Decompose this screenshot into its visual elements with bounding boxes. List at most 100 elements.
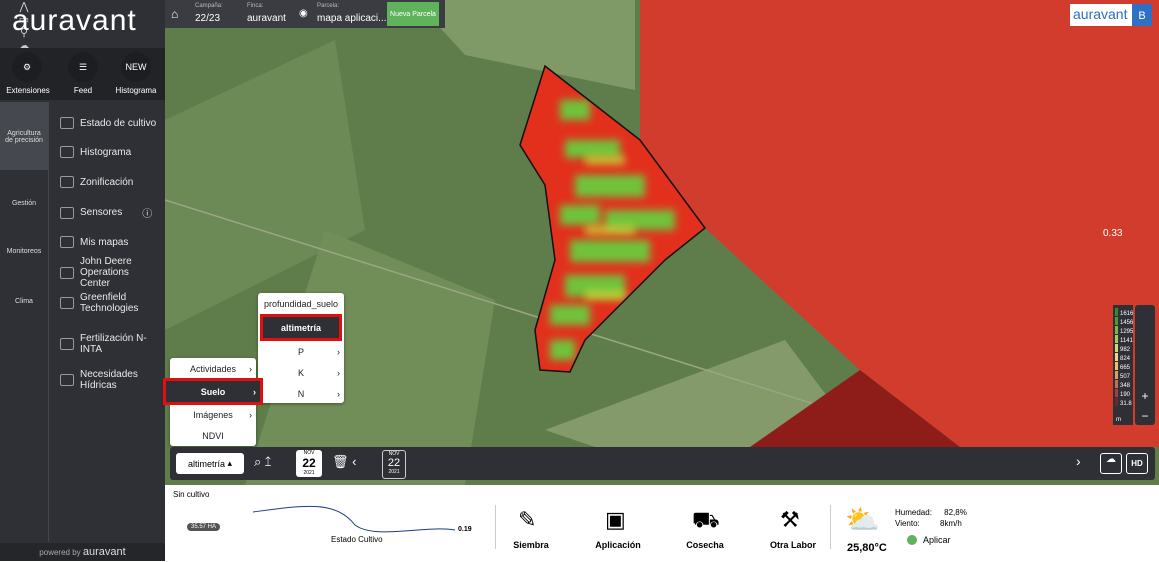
app-label[interactable]: Histograma [115, 86, 157, 95]
map-tools[interactable] [1135, 305, 1155, 425]
menu-label: Histograma [80, 146, 132, 158]
action-icon[interactable]: ✎ [518, 507, 537, 532]
action-icon[interactable]: ⚒ [780, 507, 800, 532]
menu-icon [60, 297, 74, 309]
campaign[interactable]: 22/23 [195, 13, 221, 24]
nav-item[interactable]: Agricultura de precisión [5, 130, 43, 144]
menu-icon [60, 176, 74, 188]
year: 2021 [388, 469, 400, 475]
layer-item[interactable]: Suelo › [163, 378, 263, 405]
month: NOV [388, 451, 400, 457]
date-selected[interactable]: NOV 22 2021 [296, 450, 322, 477]
legend-value: 31.8 [1120, 401, 1132, 407]
zoom-out[interactable]: − [1141, 409, 1148, 423]
extensions-icon[interactable]: ⚙ [12, 52, 42, 82]
menu-item[interactable]: Mis mapas [60, 236, 160, 248]
next[interactable]: › [1076, 453, 1081, 469]
nav-item[interactable]: Gestión [11, 200, 37, 207]
action-label[interactable]: Siembra [513, 540, 549, 550]
hd-button[interactable]: HD [1126, 453, 1148, 474]
submenu-item[interactable]: P › [297, 346, 340, 357]
nav-icon[interactable]: ▭ [18, 14, 30, 26]
eye-icon[interactable]: ◉ [299, 8, 308, 19]
divider [48, 102, 49, 542]
legend-value: 1295 [1120, 329, 1134, 335]
menu-item[interactable]: Sensores ⓘ [60, 205, 160, 220]
submenu-item[interactable]: profundidad_suelo [263, 298, 339, 309]
app-label[interactable]: Feed [73, 86, 93, 95]
new-plot-button[interactable]: Nueva Parcela [387, 2, 439, 26]
area: 35.57 HA [187, 523, 221, 531]
legend-swatch [1115, 335, 1118, 343]
apply-label: Aplicar [923, 535, 951, 545]
action-icon[interactable]: ▣ [605, 507, 626, 532]
action-label[interactable]: Otra Labor [769, 540, 816, 550]
menu-item[interactable]: John Deere Operations Center [60, 256, 160, 289]
month: NOV [303, 450, 315, 456]
zoom-in[interactable]: + [1141, 389, 1148, 403]
menu-icon [60, 206, 74, 219]
legend-value: 190 [1120, 392, 1131, 398]
layer-menu: Actividades › Suelo › Imágenes › NDVI [163, 358, 263, 446]
layer-label: Imágenes [193, 409, 233, 420]
search-upload[interactable]: ⌕ ↥ [254, 454, 272, 469]
submenu-item[interactable]: altimetría [260, 314, 342, 341]
delete-prev[interactable]: 🗑 ‹ [332, 454, 357, 469]
nav-icon[interactable]: ⋀ [19, 1, 29, 13]
apply-button[interactable]: Aplicar [907, 535, 951, 545]
toolbar: altimetría ▴ ⌕ ↥ NOV 22 2021 🗑 ‹ NOV 22 … [170, 447, 1155, 480]
action-label[interactable]: Cosecha [686, 540, 724, 550]
legend-value: 1141 [1120, 338, 1134, 344]
layer-item[interactable]: NDVI [170, 425, 256, 446]
map[interactable]: 0.33 auravant B 1616 1456 1295 1141 982 824 66… [165, 0, 1159, 485]
road [165, 199, 866, 421]
info-icon[interactable]: ⓘ [142, 209, 153, 220]
layer-select[interactable]: altimetría ▴ [176, 453, 244, 474]
submenu-item[interactable]: N › [297, 388, 340, 399]
new-badge[interactable]: NEW [121, 52, 151, 82]
user-initial[interactable]: B [1138, 10, 1145, 22]
action-icon[interactable]: ⛟ [692, 507, 720, 532]
legend-swatch [1115, 380, 1118, 388]
layer-item[interactable]: Actividades › [170, 358, 256, 379]
label: Humedad: [895, 508, 932, 517]
farm[interactable]: auravant [247, 13, 286, 24]
field-border[interactable] [519, 64, 707, 373]
layer-item[interactable]: Imágenes › [170, 404, 256, 425]
arrow: › [253, 386, 256, 397]
menu-item[interactable]: Fertilización N-INTA [60, 333, 160, 355]
menu-icon [60, 266, 74, 279]
menu-item[interactable]: Estado de cultivo [60, 117, 160, 129]
menu-icon [60, 236, 74, 248]
date-option[interactable]: NOV 22 2021 [382, 450, 406, 479]
cloud-toggle[interactable]: ☁ [1100, 453, 1122, 474]
legend-value: 1456 [1120, 320, 1134, 326]
legend: 1616 1456 1295 1141 982 824 665 507 348 190 31.8 m [1113, 305, 1134, 425]
legend-value: 507 [1120, 374, 1131, 380]
nav-icon[interactable]: ⚲ [19, 27, 29, 39]
menu-item[interactable]: Greenfield Technologies [60, 292, 160, 314]
submenu-item[interactable]: K › [297, 367, 340, 378]
home-icon[interactable]: ⌂ [171, 7, 179, 21]
action-label[interactable]: Aplicación [595, 540, 641, 550]
footer-brand: auravant [82, 546, 126, 558]
plot[interactable]: mapa aplicaci... [317, 13, 387, 24]
nav-icon[interactable]: ☁ [18, 40, 30, 52]
brand-logo[interactable]: auravant [1073, 6, 1128, 22]
label: Finca: [247, 3, 264, 9]
app-label[interactable]: Extensiones [6, 86, 50, 95]
menu-item[interactable]: Histograma [60, 146, 160, 158]
menu-item[interactable]: Necesidades Hídricas [60, 369, 160, 391]
user-badge[interactable] [1132, 4, 1152, 26]
arrow: › [337, 346, 340, 357]
menu-item[interactable]: Zonificación [60, 176, 160, 188]
weather-details: Humedad: 82,8% Viento: 8km/h [895, 507, 967, 529]
temperature: 25,80°C [847, 542, 887, 554]
wind: 8km/h [940, 519, 962, 528]
nav-item[interactable]: Clima [15, 298, 33, 305]
feed-icon[interactable]: ☰ [68, 52, 98, 82]
legend-value: 1616 [1120, 311, 1134, 317]
nav-item[interactable]: Monitoreos [6, 248, 42, 255]
logo[interactable]: auravant [12, 4, 137, 37]
